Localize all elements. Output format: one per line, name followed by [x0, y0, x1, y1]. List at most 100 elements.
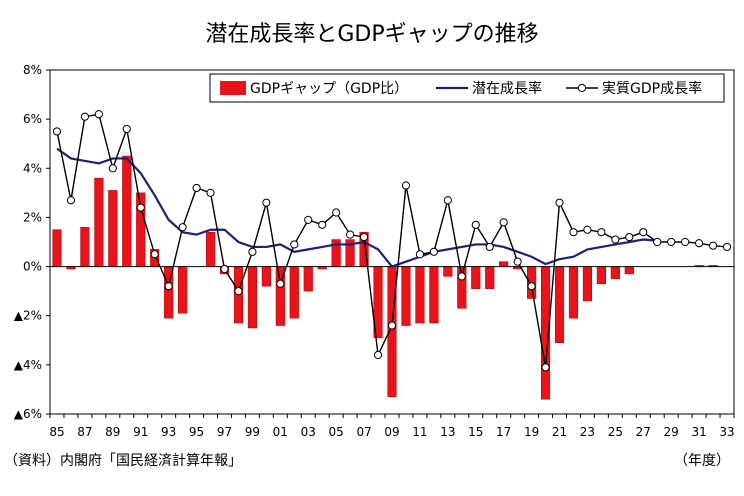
gap-bar	[205, 231, 216, 267]
y-tick-label: 6%	[23, 112, 42, 126]
gap-bar	[94, 177, 104, 267]
gap-bar	[122, 155, 132, 267]
x-tick-label: 87	[77, 425, 92, 439]
real-gdp-growth-point	[220, 264, 229, 274]
x-tick-label: 01	[273, 425, 288, 439]
real-gdp-growth-point	[373, 350, 383, 360]
real-gdp-growth-point	[164, 282, 173, 291]
real-gdp-growth-point	[485, 242, 494, 252]
real-gdp-growth-point	[206, 188, 215, 197]
x-axis-unit: （年度）	[674, 453, 730, 469]
gap-bar	[568, 266, 579, 319]
real-gdp-growth-point	[708, 241, 718, 250]
gap-bar	[471, 266, 481, 289]
x-tick-label: 91	[133, 425, 148, 439]
gap-bar	[247, 266, 257, 329]
real-gdp-growth-point	[276, 279, 285, 288]
real-gdp-growth-point	[178, 223, 187, 232]
legend-label-gap: GDPギャップ（GDP比）	[250, 81, 408, 97]
real-gdp-growth-point	[541, 363, 550, 372]
gap-bar	[80, 227, 90, 267]
real-gdp-growth-point	[722, 242, 732, 252]
y-tick-label: 2%	[23, 210, 42, 224]
gap-bar	[485, 266, 495, 289]
real-gdp-growth-point	[52, 127, 62, 136]
gap-bar	[401, 266, 411, 326]
x-tick-label: 27	[636, 425, 651, 439]
real-gdp-growth-point	[429, 247, 438, 256]
potential-growth-line	[56, 147, 658, 268]
source-note: （資料）内閣府「国民経済計算年報」	[4, 453, 242, 469]
gap-bar	[52, 229, 62, 267]
gap-bar	[415, 266, 425, 324]
real-gdp-growth-point	[457, 272, 466, 281]
y-tick-label: ▲4%	[14, 358, 42, 372]
real-gdp-growth-point	[443, 196, 452, 205]
gap-bar	[429, 266, 439, 324]
gap-bar	[582, 266, 593, 302]
x-tick-label: 93	[161, 425, 176, 439]
real-gdp-growth-point	[513, 257, 522, 266]
plot-frame	[49, 69, 735, 415]
real-gdp-growth-point	[234, 287, 243, 296]
x-tick-label: 17	[496, 425, 511, 439]
real-gdp-growth-point	[136, 203, 145, 212]
y-tick-label: 8%	[23, 63, 42, 77]
x-tick-label: 15	[468, 425, 483, 439]
x-tick-label: 97	[217, 425, 232, 439]
x-tick-label: 23	[580, 425, 595, 439]
real-gdp-growth-point	[94, 110, 103, 119]
real-gdp-growth-point	[80, 112, 89, 121]
real-gdp-growth-point	[415, 250, 425, 259]
x-tick-label: 03	[301, 425, 316, 439]
real-gdp-growth-point	[569, 228, 578, 237]
real-gdp-growth-point	[499, 218, 508, 227]
y-tick-label: 0%	[23, 260, 42, 274]
x-tick-label: 95	[189, 425, 204, 439]
gap-bar	[443, 266, 453, 277]
y-tick-label: ▲6%	[14, 407, 42, 421]
real-gdp-growth-point	[192, 183, 201, 193]
real-gdp-growth-point	[150, 250, 159, 259]
gap-bar	[178, 266, 188, 314]
x-tick-label: 09	[384, 425, 399, 439]
gap-bar	[289, 266, 299, 319]
legend-marker-real	[577, 83, 587, 93]
x-tick-label: 21	[552, 425, 567, 439]
real-gdp-growth-point	[667, 237, 676, 247]
gap-bar	[624, 266, 634, 275]
real-gdp-growth-point	[611, 235, 620, 244]
x-tick-label: 05	[329, 425, 344, 439]
gap-bar	[108, 190, 118, 267]
gap-bar	[261, 266, 271, 287]
real-gdp-growth-point	[695, 239, 704, 248]
real-gdp-growth-point	[597, 228, 606, 237]
real-gdp-growth-point	[625, 232, 634, 242]
real-gdp-growth-point	[387, 321, 397, 330]
real-gdp-growth-point	[332, 208, 341, 217]
x-tick-label: 89	[105, 425, 120, 439]
x-tick-label: 29	[664, 425, 679, 439]
real-gdp-growth-point	[318, 220, 327, 229]
x-tick-label: 33	[719, 425, 734, 439]
gap-bar	[554, 266, 565, 343]
legend-label-potential: 潜在成長率	[472, 80, 542, 97]
real-gdp-growth-point	[248, 247, 257, 256]
real-gdp-growth-point	[304, 215, 313, 224]
gap-bar	[610, 266, 620, 280]
x-tick-label: 25	[608, 425, 623, 439]
real-gdp-growth-point	[639, 228, 648, 237]
gap-bar	[303, 266, 313, 292]
x-tick-label: 07	[356, 425, 371, 439]
real-gdp-growth-point	[122, 124, 131, 134]
real-gdp-growth-point	[583, 225, 592, 234]
x-tick-label: 85	[49, 425, 64, 439]
x-tick-label: 99	[245, 425, 260, 439]
legend-label-real: 実質GDP成長率	[602, 80, 702, 97]
real-gdp-growth-point	[290, 240, 299, 249]
x-tick-label: 31	[691, 425, 706, 439]
real-gdp-growth-point	[555, 198, 564, 207]
real-gdp-growth-point	[346, 230, 355, 239]
real-gdp-growth-point	[527, 282, 536, 291]
